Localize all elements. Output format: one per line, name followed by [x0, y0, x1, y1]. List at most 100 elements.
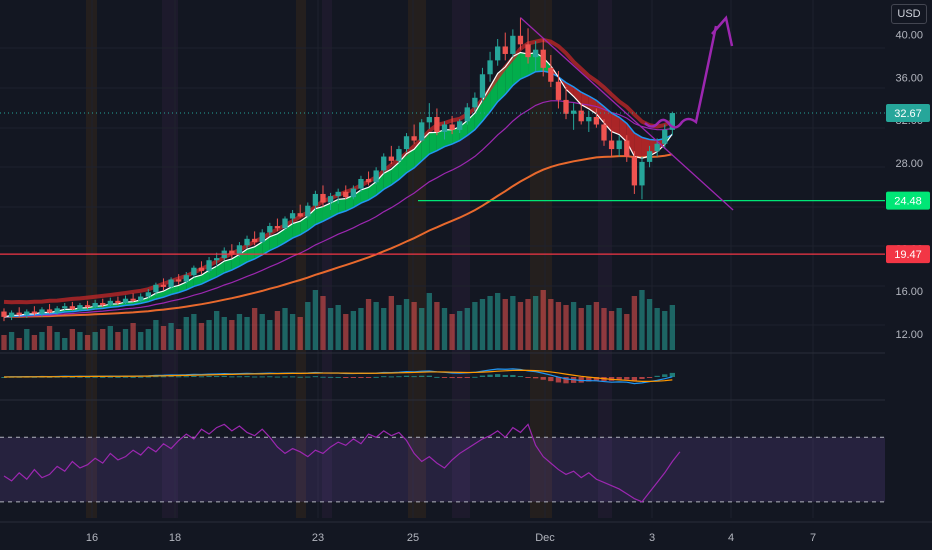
ema-ribbon-segment — [467, 112, 475, 136]
macd-histogram-bar — [586, 377, 592, 382]
volume-bar — [388, 296, 394, 350]
volume-bar — [107, 326, 113, 350]
ema-ribbon-segment — [345, 195, 354, 211]
currency-label[interactable]: USD — [891, 4, 927, 24]
macd-histogram-bar — [343, 377, 349, 378]
ema-ribbon-segment — [406, 149, 415, 173]
volume-bar — [358, 308, 364, 350]
macd-histogram-bar — [502, 374, 508, 377]
volume-bar — [327, 308, 334, 350]
price-axis-tick: 36.00 — [895, 72, 923, 84]
rsi-band — [0, 437, 885, 502]
candle-body — [213, 258, 220, 261]
volume-bar — [631, 296, 638, 350]
candle-body — [426, 117, 432, 123]
candle-body — [100, 302, 106, 306]
volume-bar — [236, 314, 243, 350]
volume-bar — [502, 299, 508, 350]
candle-body — [365, 179, 372, 183]
volume-bar — [282, 308, 288, 350]
ema-ribbon-segment — [338, 198, 346, 214]
grid-lines — [0, 0, 885, 518]
price-axis[interactable]: 40.0036.0032.0028.0024.0020.0016.0012.00… — [885, 0, 932, 550]
volume-bar — [24, 329, 30, 350]
macd-histogram-bar — [563, 377, 569, 384]
volume-bar — [449, 314, 455, 350]
macd-histogram-bar — [373, 376, 379, 378]
volume-bar — [16, 338, 22, 350]
session-band — [322, 0, 332, 518]
macd-histogram-bar — [426, 375, 432, 377]
volume-bar — [426, 293, 432, 350]
candle-body — [251, 238, 258, 243]
volume-bar — [297, 317, 303, 350]
resistance-tag — [886, 245, 930, 264]
candle-body — [39, 309, 45, 314]
macd-histogram-bar — [358, 377, 364, 378]
session-band — [162, 0, 178, 518]
candle-body — [259, 232, 265, 243]
ema-ribbon-segment — [292, 221, 301, 239]
volume-bar — [259, 314, 265, 350]
volume-bar — [176, 329, 182, 350]
signal-line — [3, 369, 673, 382]
candle-body — [540, 49, 546, 68]
candle-body — [464, 107, 470, 122]
macd-histogram-bar — [92, 376, 98, 378]
candle-body — [662, 129, 668, 144]
volume-bar — [441, 308, 448, 350]
macd-histogram-bar — [464, 377, 470, 378]
ema-ribbon-segment — [360, 187, 369, 204]
ema-ribbon-segment — [429, 132, 437, 155]
candle-body — [593, 117, 600, 125]
candle-body — [46, 309, 53, 313]
macd-histogram-bar — [305, 376, 311, 378]
long-ma-line — [3, 153, 673, 318]
ema-ribbon-segment — [224, 258, 232, 273]
moving-averages — [3, 37, 674, 318]
projection-arrowhead — [711, 15, 734, 47]
volume-bar — [646, 299, 653, 350]
candle-body — [472, 97, 478, 108]
macd-histogram-bar — [138, 376, 144, 378]
candle-body — [160, 284, 167, 287]
volume-bar — [365, 299, 372, 350]
macd-histogram-bar — [517, 376, 524, 378]
candle-body — [327, 196, 334, 203]
time-axis-tick: 16 — [86, 532, 98, 544]
volume-bar — [624, 314, 630, 350]
candle-body — [176, 279, 182, 282]
macd-histogram-bar — [472, 376, 478, 378]
candle-body — [198, 267, 205, 271]
volume-bar — [510, 296, 516, 350]
candle-body — [343, 191, 349, 198]
time-axis-tick: Dec — [535, 532, 555, 544]
candle-body — [153, 284, 159, 293]
volume-bar — [532, 296, 539, 350]
candle-body — [525, 44, 531, 58]
ema-ribbon-segment — [322, 203, 331, 222]
volume-bar — [305, 302, 311, 350]
time-axis[interactable]: 16 18 23 25 Dec 3 4 7 — [0, 521, 932, 544]
last-price-tag — [886, 104, 930, 123]
macd-histogram-bar — [578, 377, 584, 383]
candle-body — [350, 188, 357, 198]
candle-body — [373, 170, 379, 183]
macd-histogram-bar — [259, 376, 265, 378]
volume-bar — [601, 308, 607, 350]
macd-histogram-bar — [297, 376, 303, 378]
volume-bar — [251, 308, 258, 350]
macd-histogram-bar — [510, 374, 516, 377]
candle-body — [267, 226, 273, 233]
macd-histogram-bar — [479, 375, 486, 377]
support-tag — [886, 191, 930, 210]
macd-histogram-bar — [289, 376, 296, 378]
volume-bar — [130, 323, 136, 350]
ema-ribbon-segment — [444, 129, 453, 147]
volume-bar — [198, 323, 205, 350]
candle-body — [122, 298, 129, 303]
macd-histogram-bar — [145, 376, 151, 378]
macd-histogram-bar — [365, 377, 372, 378]
